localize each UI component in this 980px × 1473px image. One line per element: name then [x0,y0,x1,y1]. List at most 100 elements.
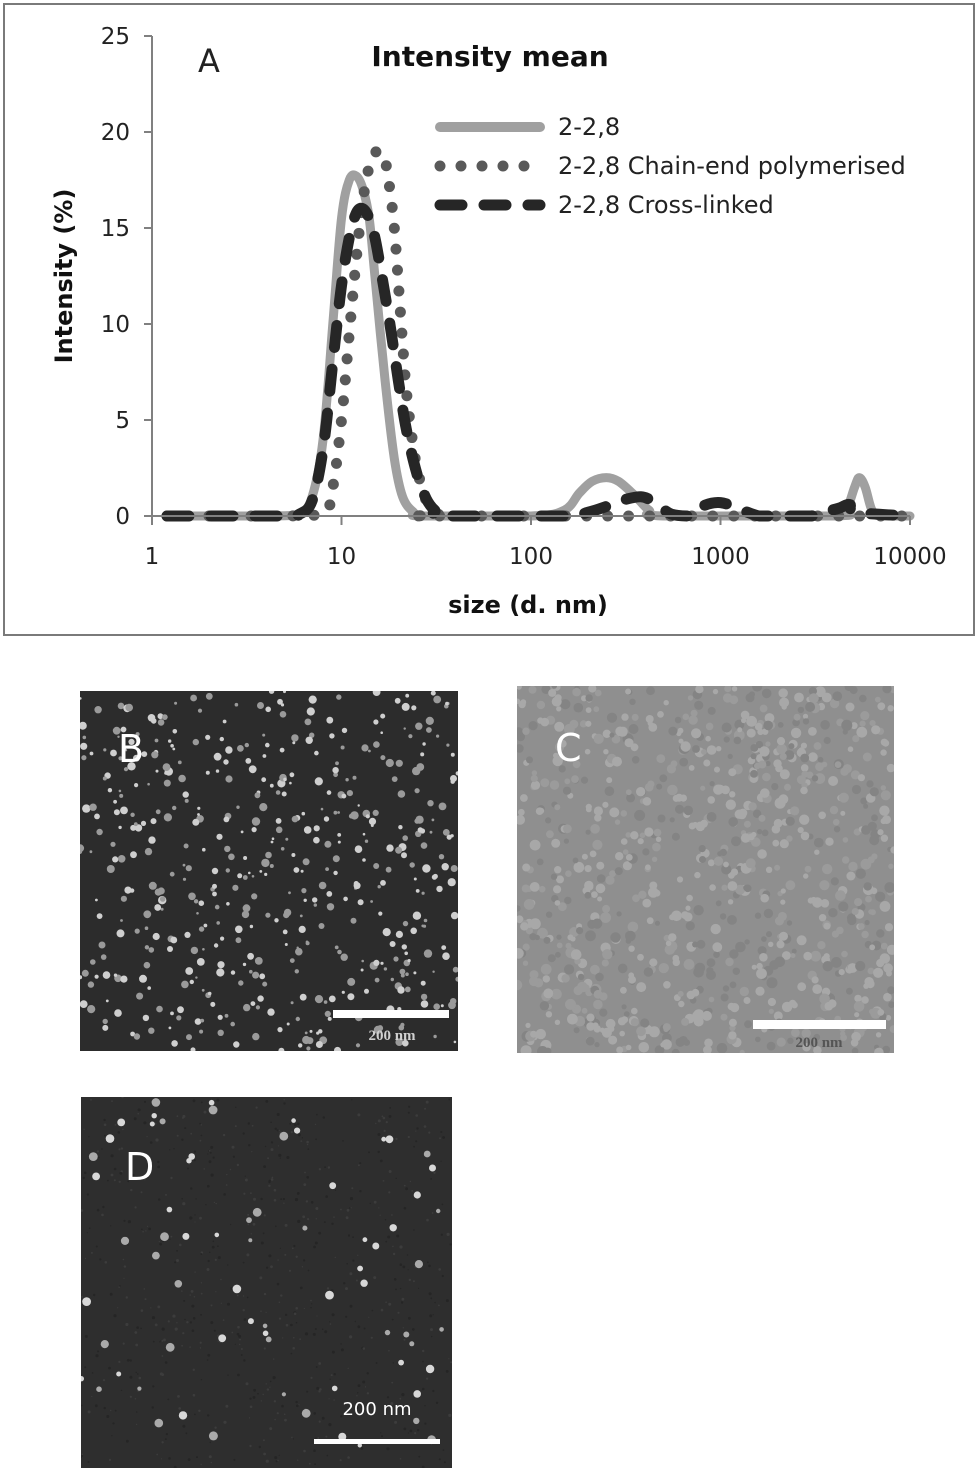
particle [882,1045,891,1053]
particle [147,714,156,722]
particle [232,1155,235,1158]
particle [322,1328,324,1330]
particle [305,1200,309,1203]
particle [361,744,369,752]
particle [116,1371,122,1377]
particle [222,1319,225,1321]
particle [564,778,571,785]
particle [143,961,151,969]
particle [318,1390,321,1393]
particle [101,1148,103,1150]
particle [302,1225,308,1231]
particle [302,858,310,866]
particle [667,784,678,796]
particle [335,761,339,766]
particle [110,1225,112,1227]
particle [884,923,894,932]
particle [117,1131,121,1134]
particle [688,765,695,771]
particle [283,1102,286,1105]
particle [249,924,254,929]
particle [638,890,647,899]
particle [366,1372,369,1375]
particle [399,1397,402,1400]
particle [554,804,561,811]
particle [179,1243,182,1247]
particle [195,976,198,979]
particle [577,973,585,981]
particle [154,738,159,743]
particle [660,1042,666,1048]
particle [199,1139,202,1142]
particle [395,1177,397,1180]
particle [186,1321,189,1324]
particle [751,837,761,847]
particle [120,726,127,733]
particle [84,1334,88,1338]
particle [828,908,838,918]
particle [692,941,699,948]
particle [552,755,563,767]
particle [442,952,450,960]
particle [413,1191,421,1199]
particle [237,1373,240,1377]
particle [100,1340,109,1349]
particle [586,1013,595,1022]
particle [273,1199,277,1202]
particle [244,742,249,748]
particle [120,895,127,902]
particle [190,946,199,955]
particle [214,904,220,910]
particle [621,1016,629,1024]
particle [441,945,447,950]
particle [415,1130,417,1132]
particle [117,735,120,738]
particle [279,747,285,753]
particle [211,867,219,875]
particle [665,940,672,947]
particle [107,788,113,793]
particle [833,826,841,833]
particle [109,1292,113,1296]
particle [368,817,377,825]
particle [880,790,891,801]
particle [113,1179,116,1182]
particle [306,1143,309,1146]
particle [425,1364,435,1374]
particle [214,1232,220,1238]
particle [838,792,849,803]
particle [90,959,96,965]
particle [113,809,120,816]
particle [118,1360,121,1363]
particle [240,1354,243,1356]
particle [268,1254,272,1258]
particle [298,925,306,933]
particle [117,702,125,710]
particle [86,1232,88,1234]
particle [233,1458,236,1461]
particle [173,1465,177,1468]
particle [122,1342,125,1345]
scale-bar-c [753,1020,886,1029]
particle [551,838,561,848]
particle [648,1026,660,1038]
particle [313,1412,316,1415]
particle [121,1097,124,1099]
particle [372,809,379,816]
particle [262,1330,269,1337]
particle [283,691,286,694]
particle [528,686,537,694]
particle [263,1214,266,1217]
particle [392,1252,396,1256]
particle [585,694,593,702]
particle [762,728,769,735]
particle [341,727,348,734]
particle [729,981,737,989]
particle [254,957,263,965]
particle [740,710,750,720]
particle [134,1206,137,1209]
particle [591,891,598,898]
particle [271,1176,274,1179]
particle [567,934,574,941]
particle [143,910,152,919]
